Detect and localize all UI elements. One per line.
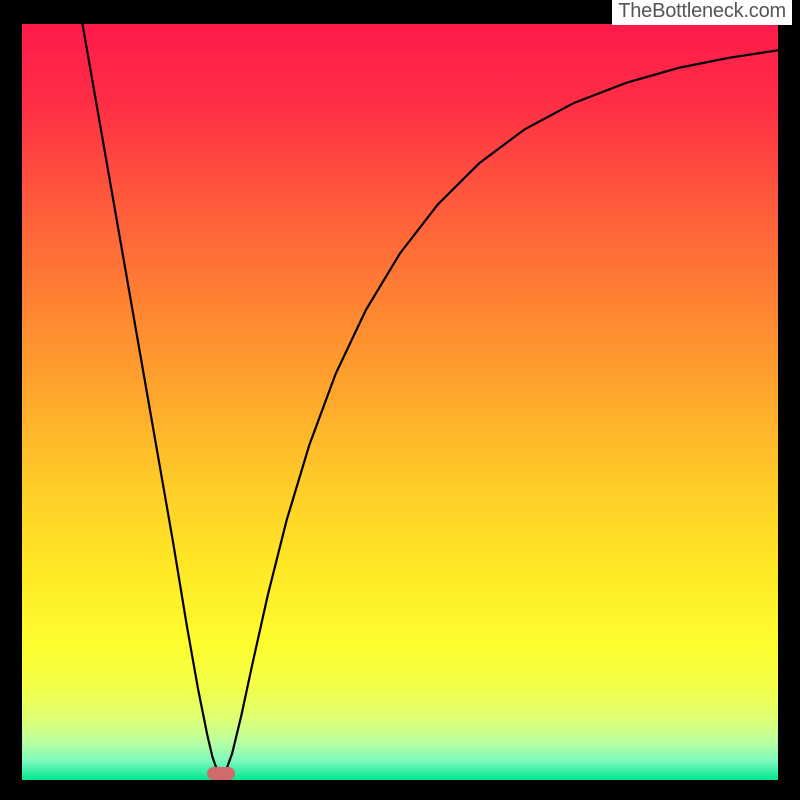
plot-area xyxy=(22,24,778,776)
attribution-label: TheBottleneck.com xyxy=(612,0,792,25)
chart-container: TheBottleneck.com xyxy=(0,0,800,800)
optimal-marker xyxy=(207,767,235,780)
plot-frame xyxy=(22,24,778,776)
curve-line xyxy=(22,24,778,776)
